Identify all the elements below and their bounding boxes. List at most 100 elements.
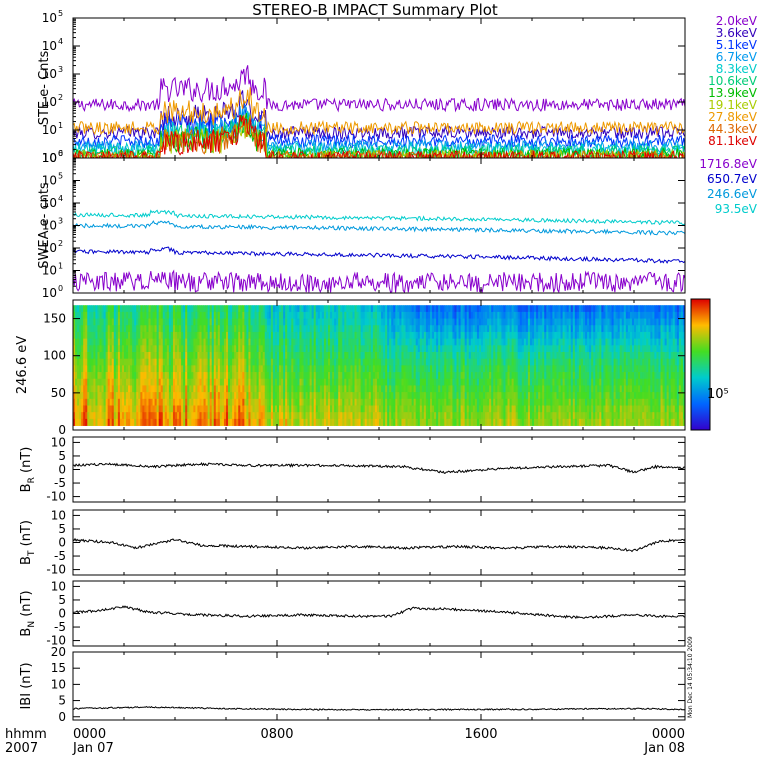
heatmap-cell [613,352,617,360]
heatmap-cell [240,392,243,400]
heatmap-cell [189,345,192,353]
heatmap-cell [181,318,184,326]
heatmap-cell [305,331,308,340]
heatmap-cell [115,331,119,340]
heatmap-cell [566,358,570,366]
heatmap-cell [601,318,604,326]
heatmap-cell [348,352,351,360]
heatmap-cell [511,338,515,346]
heatmap-cell [246,331,249,340]
heatmap-cell [611,392,614,400]
heatmap-cell [430,378,433,386]
heatmap-cell [83,331,86,340]
heatmap-cell [91,345,94,353]
heatmap-cell [338,305,341,313]
heatmap-cell [444,365,447,373]
heatmap-cell [262,331,266,340]
heatmap-cell [230,365,233,373]
heatmap-cell [299,392,302,400]
heatmap-cell [215,305,219,313]
heatmap-cell [195,412,198,420]
heatmap-cell [379,378,382,386]
heatmap-cell [432,338,435,346]
heatmap-cell [297,392,300,400]
heatmap-cell [305,352,308,360]
heatmap-cell [550,345,553,353]
heatmap-cell [330,412,333,420]
heatmap-cell [587,331,590,340]
heatmap-cell [546,372,549,380]
heatmap-cell [313,372,317,380]
heatmap-cell [607,331,610,340]
heatmap-cell [228,318,231,326]
heatmap-cell [91,325,94,333]
heatmap-cell [389,338,392,346]
heatmap-cell [272,365,276,373]
heatmap-cell [185,392,188,400]
heatmap-cell [585,392,588,400]
heatmap-cell [421,325,425,333]
heatmap-cell [523,325,527,333]
heatmap-cell [427,352,431,360]
heatmap-cell [226,378,229,386]
heatmap-cell [534,412,537,420]
heatmap-cell [464,358,468,366]
heatmap-cell [270,311,274,319]
heatmap-cell [476,418,480,426]
heatmap-cell [464,311,468,319]
heatmap-cell [189,418,192,426]
heatmap-cell [505,412,508,420]
heatmap-cell [191,338,194,346]
heatmap-cell [319,331,323,340]
heatmap-cell [162,412,166,420]
heatmap-cell [95,372,98,380]
heatmap-cell [311,331,315,340]
heatmap-cell [315,392,319,400]
heatmap-cell [325,398,329,406]
heatmap-cell [554,338,557,346]
heatmap-cell [242,311,245,319]
heatmap-cell [411,372,415,380]
heatmap-cell [346,331,349,340]
heatmap-cell [150,412,153,420]
heatmap-cell [258,405,262,413]
heatmap-cell [358,372,362,380]
heatmap-cell [75,365,78,373]
heatmap-cell [221,398,225,406]
heatmap-cell [101,372,104,380]
heatmap-cell [83,405,86,413]
heatmap-cell [281,372,284,380]
heatmap-cell [117,385,121,393]
heatmap-cell [566,318,570,326]
heatmap-cell [228,385,231,393]
heatmap-cell [87,338,90,346]
heatmap-cell [107,338,111,346]
heatmap-cell [75,325,78,333]
heatmap-cell [334,365,337,373]
heatmap-cell [219,378,223,386]
heatmap-cell [342,372,345,380]
heatmap-cell [372,418,376,426]
heatmap-cell [336,331,339,340]
heatmap-cell [130,331,133,340]
heatmap-cell [536,305,539,313]
heatmap-cell [121,325,125,333]
heatmap-cell [119,412,123,420]
heatmap-cell [478,412,482,420]
heatmap-cell [464,305,468,313]
heatmap-cell [611,318,614,326]
heatmap-cell [297,331,300,340]
heatmap-cell [244,352,247,360]
heatmap-cell [460,345,464,353]
heatmap-cell [93,345,96,353]
heatmap-cell [244,372,247,380]
heatmap-cell [509,318,512,326]
swea-y-tick-exponent: 4 [58,194,63,203]
heatmap-cell [201,405,204,413]
heatmap-cell [113,378,117,386]
heatmap-cell [238,305,241,313]
heatmap-cell [501,305,504,313]
heatmap-cell [156,338,160,346]
heatmap-cell [566,365,570,373]
heatmap-cell [191,372,194,380]
